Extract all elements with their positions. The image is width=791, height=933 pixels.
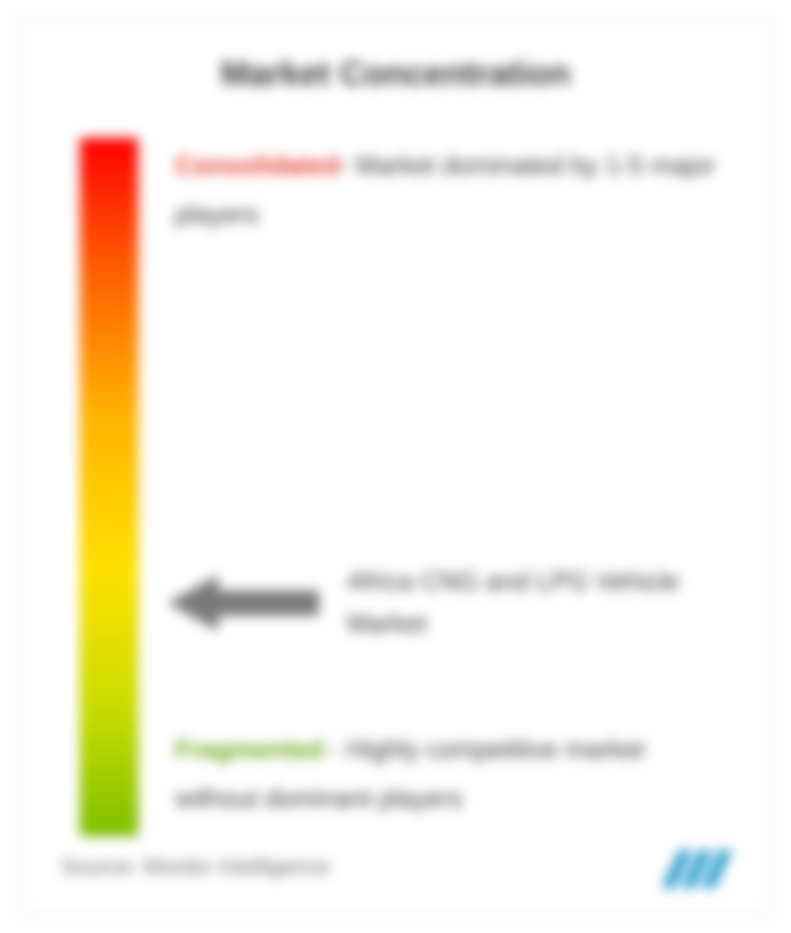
- source-attribution: Source: Mordor Intelligence: [61, 854, 330, 880]
- info-card: Market Concentration Consolidated- Marke…: [18, 18, 773, 915]
- pointer-arrow: [169, 576, 319, 630]
- fragmented-description: Fragmented - Highly competitive market w…: [175, 725, 722, 824]
- fragmented-label: Fragmented: [175, 734, 324, 764]
- chart-title: Market Concentration: [19, 55, 772, 94]
- market-name-label: Africa CNG and LPG Vehicle Market: [347, 561, 722, 644]
- consolidated-description: Consolidated- Market dominated by 1-5 ma…: [175, 141, 722, 240]
- consolidated-label: Consolidated: [175, 150, 340, 180]
- market-pointer-row: Africa CNG and LPG Vehicle Market: [169, 561, 722, 644]
- concentration-gradient-bar: [79, 137, 139, 837]
- logo-icon: [658, 844, 742, 892]
- brand-logo: [658, 844, 742, 892]
- arrow-left-icon: [169, 576, 319, 630]
